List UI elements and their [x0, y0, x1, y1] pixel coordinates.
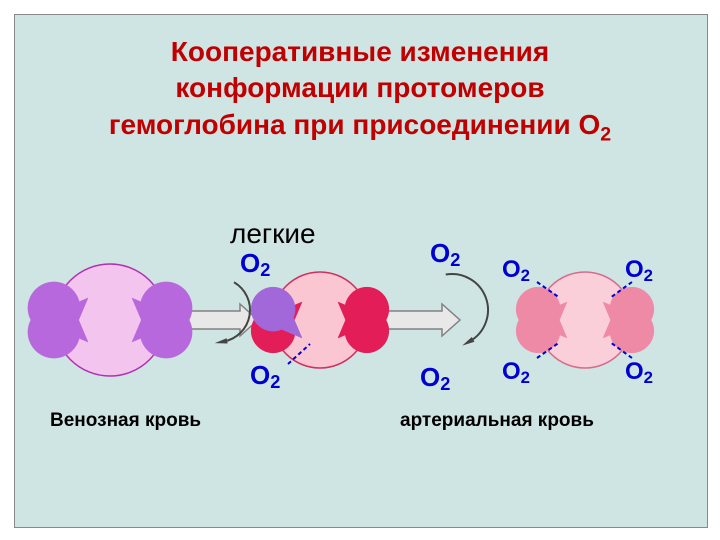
- o2-label: O2: [430, 238, 460, 269]
- o2-label: O2: [420, 362, 450, 393]
- diagram-svg: [0, 0, 720, 540]
- o2-label: O2: [625, 256, 653, 284]
- o2-label: O2: [240, 248, 270, 279]
- o2-label: O2: [502, 358, 530, 386]
- o2-label: O2: [250, 360, 280, 391]
- o2-label: O2: [502, 256, 530, 284]
- o2-label: O2: [625, 358, 653, 386]
